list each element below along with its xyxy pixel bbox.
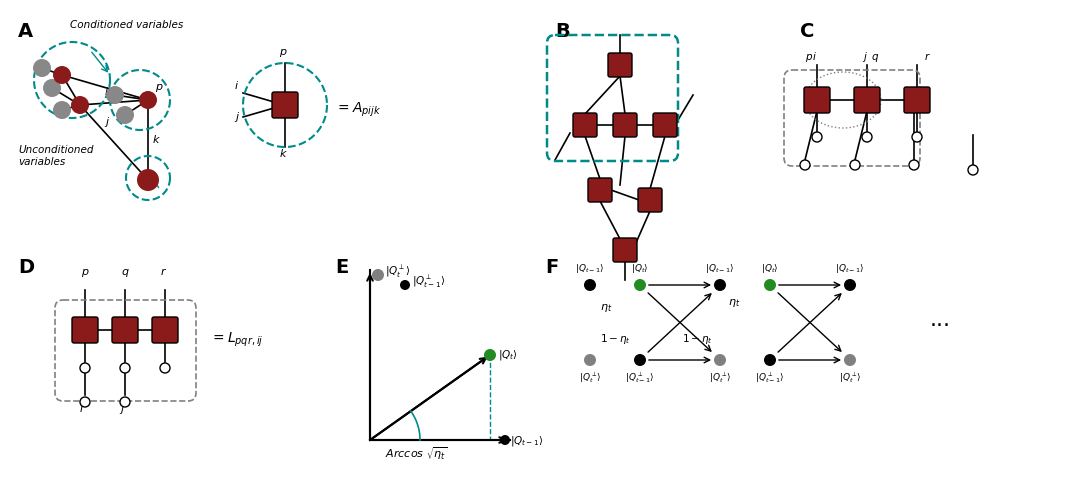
Text: $1 - \eta_t$: $1 - \eta_t$: [600, 332, 631, 346]
Circle shape: [137, 169, 159, 191]
FancyBboxPatch shape: [588, 178, 612, 202]
FancyBboxPatch shape: [272, 92, 298, 118]
FancyBboxPatch shape: [112, 317, 138, 343]
Text: j: j: [120, 404, 123, 414]
Text: $|Q_t\rangle$: $|Q_t\rangle$: [761, 262, 779, 275]
Circle shape: [584, 354, 596, 366]
Text: j: j: [235, 112, 238, 122]
FancyBboxPatch shape: [72, 317, 98, 343]
FancyBboxPatch shape: [608, 53, 632, 77]
Circle shape: [584, 279, 596, 291]
Text: D: D: [18, 258, 35, 277]
Circle shape: [912, 132, 922, 142]
Circle shape: [764, 279, 777, 291]
Circle shape: [850, 160, 860, 170]
Text: $|Q_t^\perp\rangle$: $|Q_t^\perp\rangle$: [579, 370, 602, 385]
Text: $|Q_{t-1}\rangle$: $|Q_{t-1}\rangle$: [705, 262, 734, 275]
Text: Arccos $\sqrt{\eta_t}$: Arccos $\sqrt{\eta_t}$: [384, 445, 447, 462]
Circle shape: [909, 160, 919, 170]
Circle shape: [714, 279, 726, 291]
Text: Unconditioned
variables: Unconditioned variables: [18, 145, 94, 167]
Text: $\eta_t$: $\eta_t$: [728, 297, 740, 309]
Text: Conditioned variables: Conditioned variables: [70, 20, 184, 30]
Text: $|Q_{t-1}^\perp\rangle$: $|Q_{t-1}^\perp\rangle$: [755, 370, 785, 385]
Text: k: k: [280, 149, 286, 159]
Circle shape: [80, 363, 90, 373]
Circle shape: [484, 349, 496, 361]
Text: ...: ...: [930, 310, 951, 330]
Circle shape: [116, 106, 134, 124]
Text: i: i: [105, 87, 108, 97]
Text: p: p: [81, 267, 89, 277]
Text: $|Q_t\rangle$: $|Q_t\rangle$: [631, 262, 649, 275]
Text: $|Q_t\rangle$: $|Q_t\rangle$: [498, 348, 518, 362]
Circle shape: [764, 354, 777, 366]
Circle shape: [33, 59, 51, 77]
Circle shape: [800, 160, 810, 170]
Circle shape: [634, 354, 646, 366]
FancyBboxPatch shape: [573, 113, 597, 137]
Text: $|Q_t^\perp\rangle$: $|Q_t^\perp\rangle$: [708, 370, 731, 385]
Circle shape: [160, 363, 170, 373]
FancyBboxPatch shape: [653, 113, 677, 137]
Circle shape: [843, 279, 856, 291]
FancyBboxPatch shape: [638, 188, 662, 212]
Circle shape: [843, 354, 856, 366]
Circle shape: [968, 165, 978, 175]
Text: C: C: [800, 22, 814, 41]
Text: r: r: [161, 267, 165, 277]
Text: $\eta_t$: $\eta_t$: [600, 302, 612, 314]
Text: $|Q_t^\perp\rangle$: $|Q_t^\perp\rangle$: [384, 264, 410, 280]
Text: j: j: [863, 52, 866, 62]
Circle shape: [372, 269, 384, 281]
Text: $|Q_t^\perp\rangle$: $|Q_t^\perp\rangle$: [839, 370, 861, 385]
Circle shape: [120, 397, 130, 407]
Text: $|Q_{t-1}^\perp\rangle$: $|Q_{t-1}^\perp\rangle$: [411, 274, 445, 290]
Text: E: E: [335, 258, 348, 277]
Text: $|Q_{t-1}\rangle$: $|Q_{t-1}\rangle$: [576, 262, 605, 275]
Text: $|Q_{t-1}\rangle$: $|Q_{t-1}\rangle$: [835, 262, 865, 275]
Text: q: q: [121, 267, 129, 277]
FancyBboxPatch shape: [613, 113, 637, 137]
Circle shape: [71, 96, 89, 114]
FancyBboxPatch shape: [613, 238, 637, 262]
Text: $= A_{pijk}$: $= A_{pijk}$: [335, 101, 381, 119]
Text: i: i: [80, 404, 83, 414]
Text: A: A: [18, 22, 33, 41]
Circle shape: [500, 435, 510, 445]
Text: i: i: [235, 81, 238, 91]
Circle shape: [139, 91, 157, 109]
Text: $1 - \eta_t$: $1 - \eta_t$: [681, 332, 713, 346]
Text: p: p: [156, 82, 162, 92]
Circle shape: [400, 280, 410, 290]
Text: $|Q_{t-1}\rangle$: $|Q_{t-1}\rangle$: [510, 434, 543, 447]
Circle shape: [120, 363, 130, 373]
FancyBboxPatch shape: [804, 87, 831, 113]
Circle shape: [53, 66, 71, 84]
Text: p: p: [805, 52, 812, 62]
Circle shape: [862, 132, 872, 142]
Circle shape: [714, 354, 726, 366]
Text: p: p: [280, 47, 286, 57]
Text: $|Q_{t-1}^\perp\rangle$: $|Q_{t-1}^\perp\rangle$: [625, 370, 654, 385]
Text: F: F: [545, 258, 558, 277]
FancyBboxPatch shape: [904, 87, 930, 113]
Text: i: i: [813, 52, 815, 62]
Text: r: r: [924, 52, 929, 62]
FancyBboxPatch shape: [854, 87, 880, 113]
Circle shape: [80, 397, 90, 407]
Circle shape: [812, 132, 822, 142]
FancyBboxPatch shape: [152, 317, 178, 343]
Text: k: k: [153, 135, 160, 145]
Text: j: j: [105, 117, 108, 127]
Circle shape: [53, 101, 71, 119]
Text: $= L_{pqr,ij}$: $= L_{pqr,ij}$: [210, 331, 264, 349]
Circle shape: [106, 86, 124, 104]
Circle shape: [634, 279, 646, 291]
Text: B: B: [555, 22, 570, 41]
Circle shape: [43, 79, 60, 97]
Text: q: q: [872, 52, 879, 62]
